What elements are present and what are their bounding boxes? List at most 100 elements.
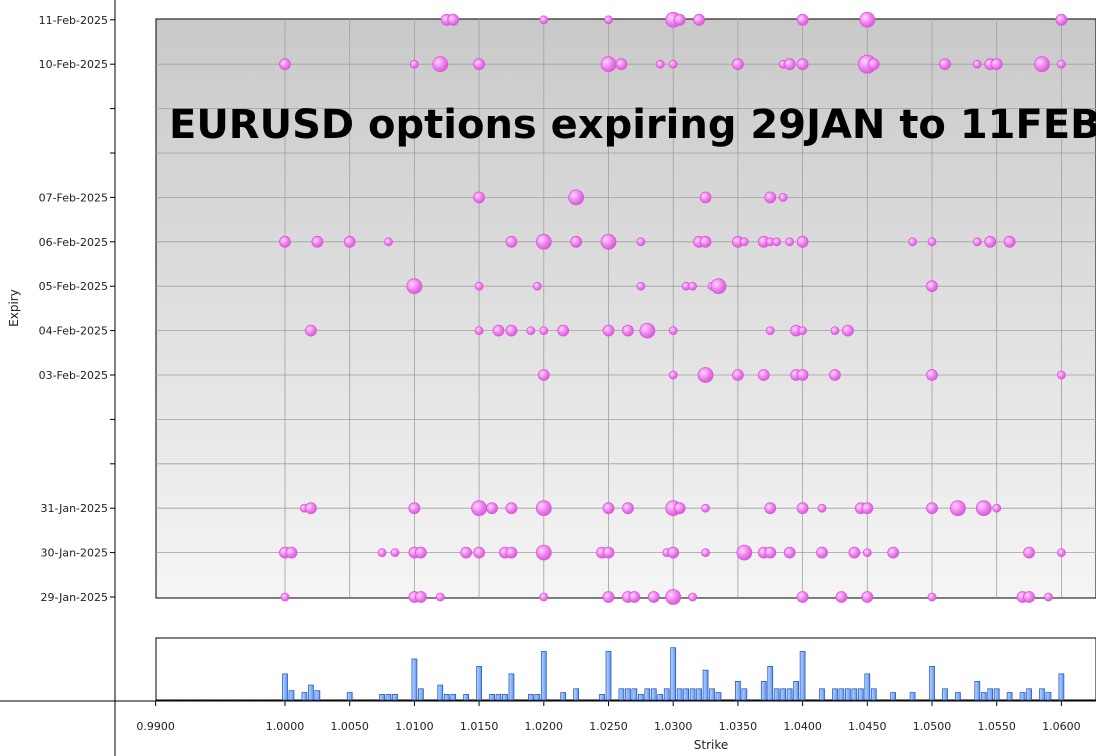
- bubble-point: [667, 546, 680, 559]
- histogram-bar: [282, 673, 288, 701]
- bubble-point: [701, 548, 710, 557]
- bubble-point: [535, 233, 552, 250]
- bubble-point: [279, 235, 291, 248]
- bubble-point: [796, 58, 809, 71]
- bubble-point: [539, 15, 549, 25]
- bubble-point: [927, 592, 937, 602]
- bubble-point: [600, 56, 617, 73]
- histogram-bar: [696, 688, 702, 701]
- histogram-bar: [418, 688, 424, 701]
- volume-histogram: [282, 647, 1065, 701]
- histogram-bar: [625, 688, 631, 701]
- histogram-bar: [773, 688, 780, 701]
- bubble-point: [1057, 548, 1066, 557]
- histogram-bar: [890, 692, 897, 701]
- histogram-bar: [683, 688, 689, 701]
- bubble-point: [688, 592, 698, 602]
- bubble-point: [688, 281, 698, 291]
- histogram-bar: [799, 651, 806, 701]
- bubble-point: [473, 58, 486, 71]
- histogram-bar: [780, 688, 787, 701]
- bubble-point: [505, 235, 518, 248]
- bubble-point: [432, 56, 449, 73]
- bubble-point: [505, 324, 518, 337]
- bubble-series: [279, 11, 1068, 605]
- bubble-point: [1023, 591, 1035, 603]
- bubble-point: [539, 326, 549, 336]
- bubble-point: [926, 369, 938, 381]
- y-tick-label: 05-Feb-2025: [39, 280, 108, 293]
- bubble-point: [414, 591, 427, 603]
- bubble-point: [992, 503, 1002, 513]
- bubble-point: [861, 502, 874, 515]
- bubble-point: [414, 546, 427, 559]
- bubble-point: [604, 15, 613, 25]
- x-tick-label: 1.0200: [525, 720, 564, 733]
- bubble-point: [505, 546, 518, 559]
- bubble-point: [474, 281, 484, 291]
- bubble-point: [699, 191, 712, 204]
- bubble-point: [600, 233, 617, 250]
- bubble-point: [311, 235, 324, 248]
- bubble-point: [701, 503, 710, 513]
- bubble-point: [862, 548, 872, 557]
- y-tick-label: 31-Jan-2025: [41, 502, 109, 515]
- histogram-bar: [670, 647, 677, 701]
- bubble-point: [817, 503, 827, 513]
- bubble-point: [908, 237, 917, 247]
- bubble-point: [757, 369, 770, 381]
- bubble-point: [384, 237, 393, 247]
- bubble-point: [279, 58, 291, 71]
- bubble-point: [693, 13, 705, 26]
- histogram-bar: [929, 666, 935, 701]
- histogram-bar: [1006, 692, 1013, 701]
- bubble-point: [602, 546, 615, 559]
- bubble-point: [778, 192, 788, 202]
- bubble-point: [887, 546, 900, 559]
- histogram-bar: [942, 688, 948, 701]
- histogram-bar: [709, 688, 715, 701]
- bubble-point: [772, 237, 782, 247]
- bubble-point: [1003, 235, 1016, 248]
- bubble-point: [835, 591, 848, 603]
- bubble-point: [697, 367, 714, 383]
- bubble-point: [622, 502, 634, 515]
- bubble-point: [492, 324, 505, 337]
- bubble-point: [926, 280, 938, 293]
- bubble-point: [796, 13, 809, 26]
- x-tick-label: 1.0450: [848, 720, 887, 733]
- bubble-point: [990, 58, 1003, 71]
- bubble-point: [639, 322, 656, 339]
- histogram-bar: [715, 692, 722, 701]
- histogram-bar: [909, 692, 916, 701]
- histogram-bar: [702, 669, 709, 701]
- bubble-point: [570, 235, 583, 248]
- bubble-point: [602, 324, 615, 337]
- x-tick-label: 1.0100: [395, 720, 434, 733]
- histogram-bar: [735, 680, 741, 701]
- bubble-point: [473, 191, 486, 204]
- y-tick-label: 07-Feb-2025: [39, 191, 108, 204]
- bubble-point: [636, 237, 646, 247]
- histogram-bar: [1058, 673, 1065, 701]
- y-axis-ticks: 29-Jan-2025 30-Jan-2025 31-Jan-2025 03-Feb-…: [39, 14, 115, 604]
- bubble-point: [474, 326, 484, 336]
- bubble-point: [665, 589, 682, 605]
- x-tick-label: 1.0050: [330, 720, 369, 733]
- bubble-point: [975, 500, 992, 517]
- bubble-point: [655, 59, 665, 69]
- bubble-point: [615, 58, 628, 71]
- bubble-point: [568, 189, 585, 206]
- bubble-point: [984, 235, 997, 248]
- bubble-point: [764, 191, 777, 204]
- bubble-point: [739, 237, 749, 247]
- histogram-bar: [476, 666, 482, 701]
- bubble-point: [796, 502, 809, 515]
- bubble-point: [710, 278, 727, 295]
- histogram-bar: [786, 688, 793, 701]
- bubble-point: [539, 592, 549, 602]
- bubble-point: [798, 326, 807, 336]
- y-axis-title: Expiry: [7, 289, 21, 327]
- x-tick-label: 1.0250: [589, 720, 628, 733]
